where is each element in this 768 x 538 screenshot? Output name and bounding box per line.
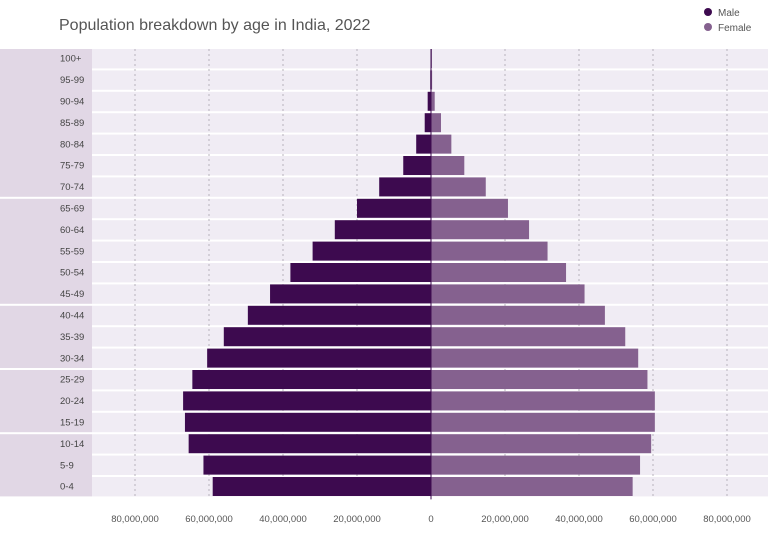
row-background bbox=[92, 49, 768, 69]
age-band bbox=[0, 305, 92, 368]
age-label: 5-9 bbox=[60, 460, 74, 471]
bar-female bbox=[431, 263, 567, 282]
age-band bbox=[0, 434, 92, 497]
bar-male bbox=[427, 91, 431, 111]
bar-male bbox=[334, 220, 431, 240]
bar-female bbox=[431, 113, 441, 133]
bar-female bbox=[431, 305, 605, 325]
age-label: 10-14 bbox=[60, 439, 84, 450]
bar-male bbox=[184, 412, 431, 432]
bar-male bbox=[203, 455, 431, 475]
age-label: 15-19 bbox=[60, 418, 84, 429]
x-tick-label: 20,000,000 bbox=[481, 514, 529, 525]
age-label: 70-74 bbox=[60, 182, 84, 193]
bar-female bbox=[431, 177, 486, 197]
age-label: 85-89 bbox=[60, 118, 84, 129]
bar-male bbox=[192, 370, 431, 389]
bar-male bbox=[188, 434, 431, 454]
bar-male bbox=[424, 113, 431, 133]
age-label: 30-34 bbox=[60, 353, 84, 364]
chart-title: Population breakdown by age in India, 20… bbox=[59, 17, 370, 34]
age-label: 20-24 bbox=[60, 396, 84, 407]
age-label: 25-29 bbox=[60, 375, 84, 386]
bar-male bbox=[223, 327, 431, 347]
label-bands bbox=[0, 49, 92, 497]
bar-female bbox=[431, 284, 585, 304]
bar-female bbox=[431, 391, 655, 411]
row-background bbox=[92, 70, 768, 90]
bar-female bbox=[431, 134, 452, 154]
age-label: 45-49 bbox=[60, 289, 84, 300]
bar-male bbox=[207, 348, 431, 368]
bar-female bbox=[431, 434, 652, 454]
x-tick-label: 40,000,000 bbox=[259, 514, 307, 525]
age-band bbox=[0, 198, 92, 304]
x-tick-label: 60,000,000 bbox=[629, 514, 677, 525]
age-label: 95-99 bbox=[60, 75, 84, 86]
legend-label-male: Male bbox=[718, 8, 740, 19]
x-tick-label: 0 bbox=[428, 514, 433, 525]
age-label: 80-84 bbox=[60, 139, 84, 150]
legend-marker-male bbox=[704, 8, 712, 16]
bar-male bbox=[247, 305, 431, 325]
age-label: 50-54 bbox=[60, 268, 84, 279]
x-tick-label: 60,000,000 bbox=[185, 514, 233, 525]
bar-male bbox=[416, 134, 431, 154]
x-tick-label: 80,000,000 bbox=[111, 514, 159, 525]
legend: Male Female bbox=[704, 8, 752, 34]
age-labels: 100+ 95-99 90-94 85-89 80-84 75-79 70-74 65-69 6… bbox=[60, 54, 84, 493]
legend-label-female: Female bbox=[718, 23, 752, 34]
age-band bbox=[0, 49, 92, 197]
bar-male bbox=[312, 241, 431, 261]
age-label: 55-59 bbox=[60, 246, 84, 257]
bar-female bbox=[431, 477, 633, 496]
age-label: 100+ bbox=[60, 54, 82, 65]
bar-female bbox=[431, 70, 433, 90]
x-axis-ticks: 80,000,000 60,000,000 40,000,000 20,000,000… bbox=[111, 514, 751, 525]
bar-female bbox=[431, 241, 548, 261]
age-band bbox=[0, 370, 92, 433]
bar-male bbox=[212, 477, 431, 496]
bar-female bbox=[431, 348, 639, 368]
x-tick-label: 20,000,000 bbox=[333, 514, 381, 525]
bar-male bbox=[379, 177, 431, 197]
bar-female bbox=[431, 455, 641, 475]
bar-female bbox=[431, 198, 508, 218]
bar-male bbox=[357, 198, 431, 218]
bar-male bbox=[290, 263, 431, 282]
bar-male bbox=[183, 391, 431, 411]
bar-female bbox=[431, 156, 465, 175]
legend-marker-female bbox=[704, 23, 712, 31]
age-label: 0-4 bbox=[60, 482, 74, 493]
bar-female bbox=[431, 327, 626, 347]
bar-female bbox=[431, 412, 655, 432]
bars bbox=[183, 49, 655, 500]
age-label: 35-39 bbox=[60, 332, 84, 343]
x-tick-label: 40,000,000 bbox=[555, 514, 603, 525]
age-label: 60-64 bbox=[60, 225, 84, 236]
bar-male bbox=[270, 284, 431, 304]
bar-female bbox=[431, 370, 648, 389]
age-label: 90-94 bbox=[60, 97, 84, 108]
age-label: 75-79 bbox=[60, 161, 84, 172]
bar-female bbox=[431, 91, 435, 111]
x-tick-label: 80,000,000 bbox=[703, 514, 751, 525]
age-label: 65-69 bbox=[60, 204, 84, 215]
bar-female bbox=[431, 220, 530, 240]
age-label: 40-44 bbox=[60, 311, 84, 322]
bar-male bbox=[403, 156, 431, 175]
